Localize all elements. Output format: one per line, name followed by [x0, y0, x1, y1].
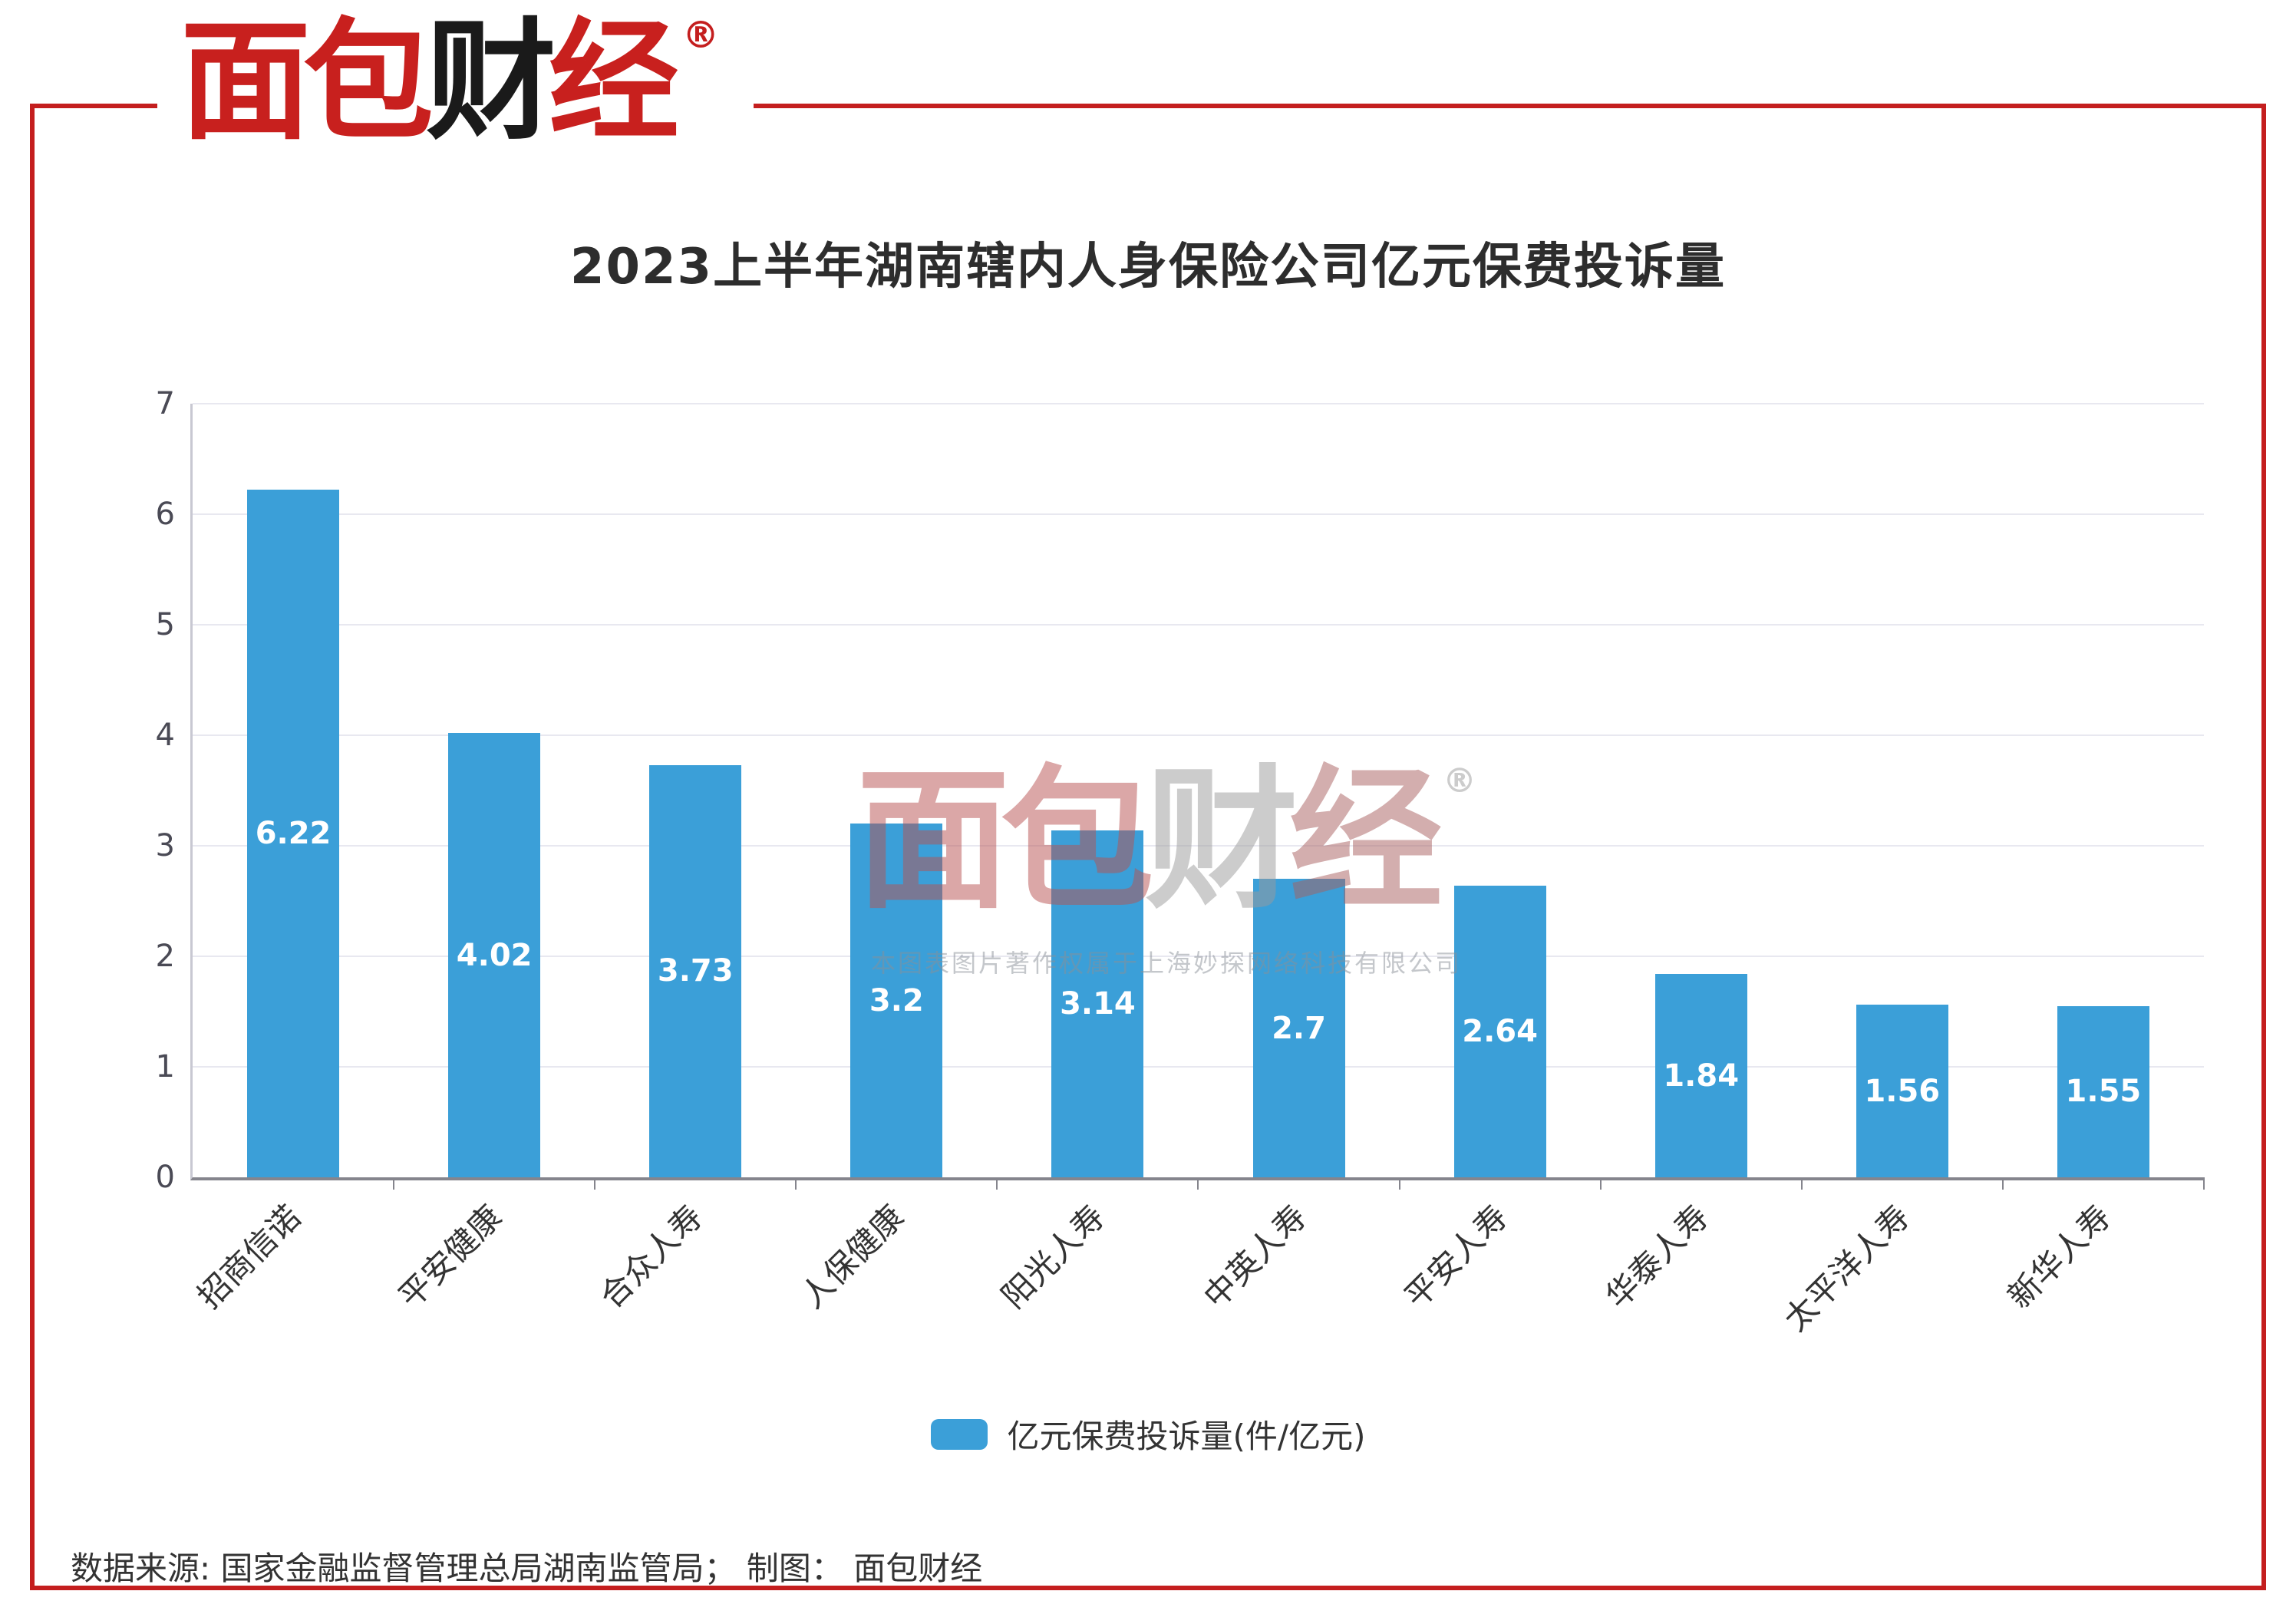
- bar-平安人寿: 2.64: [1453, 885, 1546, 1177]
- bar-value-label: 2.64: [1462, 1013, 1538, 1049]
- bar-太平洋人寿: 1.56: [1856, 1005, 1948, 1177]
- x-axis-tick: [795, 1177, 797, 1190]
- brand-logo-text: 面包财经: [180, 6, 679, 158]
- bar-value-label: 3.73: [657, 953, 734, 989]
- bar-华泰人寿: 1.84: [1654, 974, 1747, 1177]
- y-tick-label: 3: [155, 828, 175, 863]
- bar-slot: 2.64 平安人寿: [1397, 404, 1602, 1315]
- y-tick-label: 0: [155, 1160, 175, 1195]
- x-axis-tick: [393, 1177, 395, 1190]
- bar-value-label: 1.55: [2065, 1074, 2142, 1110]
- bar-value-label: 4.02: [456, 937, 533, 973]
- x-axis-tick: [1197, 1177, 1199, 1190]
- bar-value-label: 1.56: [1864, 1073, 1941, 1109]
- bar-slot: 4.02 平安健康: [391, 404, 596, 1315]
- gridline: [193, 513, 2204, 515]
- bar-slot: 3.2 人保健康: [793, 404, 998, 1315]
- logo-char: 财: [426, 6, 556, 158]
- logo-char: 包: [303, 6, 434, 158]
- x-axis-tick: [1599, 1177, 1602, 1190]
- gridline: [193, 956, 2204, 958]
- bar-合众人寿: 3.73: [649, 764, 742, 1177]
- y-axis-labels: 0 1 2 3 4 5 6 7: [77, 388, 175, 1193]
- legend-label: 亿元保费投诉量(件/亿元): [1007, 1418, 1366, 1455]
- bar-新华人寿: 1.55: [2057, 1005, 2149, 1177]
- bar-value-label: 1.84: [1663, 1058, 1740, 1094]
- bar-平安健康: 4.02: [448, 733, 541, 1177]
- bar-slot: 1.56 太平洋人寿: [1776, 404, 2004, 1338]
- gridline: [193, 403, 2204, 404]
- registered-trademark-icon: ®: [682, 14, 720, 57]
- logo-char: 面: [180, 6, 311, 158]
- bar-slot: 3.73 合众人寿: [592, 404, 797, 1315]
- x-axis-tick: [2202, 1177, 2205, 1190]
- y-tick-label: 5: [155, 607, 175, 642]
- y-tick-label: 6: [155, 497, 175, 532]
- bar-slot: 1.55 新华人寿: [2001, 404, 2205, 1315]
- y-tick-label: 2: [155, 939, 175, 975]
- bar-slot: 6.22 招商信诺: [190, 404, 395, 1315]
- bar-slot: 1.84 华泰人寿: [1598, 404, 1803, 1315]
- bar-value-label: 3.14: [1060, 985, 1136, 1022]
- gridline: [193, 1066, 2204, 1068]
- red-border-frame: [30, 104, 2266, 1590]
- x-axis-tick: [996, 1177, 998, 1190]
- bars-container: 6.22 招商信诺 4.02 平安健康 3.73 合众人寿 3.2 人保健康 3.14 阳光人寿 2…: [190, 404, 2205, 1338]
- bar-slot: 2.7 中英人寿: [1196, 404, 1400, 1315]
- y-tick-label: 7: [155, 386, 175, 421]
- bar-招商信诺: 6.22: [247, 490, 340, 1177]
- x-axis-tick: [2001, 1177, 2004, 1190]
- legend-swatch: [930, 1418, 988, 1450]
- bar-中英人寿: 2.7: [1252, 879, 1345, 1177]
- x-axis-tick: [594, 1177, 596, 1190]
- bar-阳光人寿: 3.14: [1051, 830, 1144, 1177]
- gridline: [193, 624, 2204, 626]
- y-tick-label: 1: [155, 1049, 175, 1085]
- data-source-note: 数据来源: 国家金融监督管理总局湖南监管局； 制图： 面包财经: [71, 1550, 983, 1587]
- bar-value-label: 2.7: [1272, 1010, 1326, 1046]
- bar-人保健康: 3.2: [850, 824, 943, 1177]
- bar-value-label: 6.22: [255, 816, 332, 852]
- y-tick-label: 4: [155, 718, 175, 754]
- chart-title: 2023上半年湖南辖内人身保险公司亿元保费投诉量: [569, 239, 1727, 295]
- x-axis-tick: [1398, 1177, 1400, 1190]
- legend[interactable]: 亿元保费投诉量(件/亿元): [0, 1411, 2296, 1457]
- bar-slot: 3.14 阳光人寿: [995, 404, 1199, 1315]
- x-axis-tick: [1800, 1177, 1803, 1190]
- gridline: [193, 734, 2204, 737]
- logo-char: 经: [549, 6, 679, 158]
- bar-value-label: 3.2: [869, 982, 924, 1018]
- plot-area: 6.22 招商信诺 4.02 平安健康 3.73 合众人寿 3.2 人保健康 3.14 阳光人寿 2…: [190, 403, 2205, 1338]
- brand-logo: 面包财经 ®: [157, 9, 754, 160]
- gridline: [193, 845, 2204, 847]
